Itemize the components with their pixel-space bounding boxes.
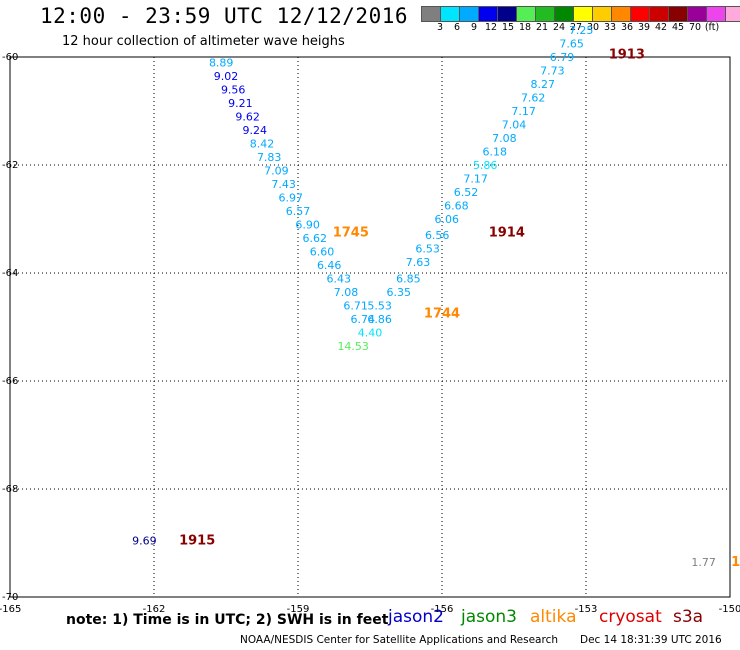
swh-value: 6.74 bbox=[351, 313, 376, 326]
swh-value: 7.43 bbox=[271, 178, 296, 191]
plot-frame bbox=[9, 56, 731, 598]
swh-value: 6.53 bbox=[415, 243, 440, 256]
swh-value: 5.53 bbox=[367, 299, 392, 312]
swh-value: 7.08 bbox=[334, 286, 359, 299]
swh-value: 7.17 bbox=[511, 105, 536, 118]
colorbar-label: 39 bbox=[637, 22, 651, 33]
swh-value: 6.46 bbox=[317, 259, 342, 272]
swh-value: 9.69 bbox=[132, 534, 157, 547]
timestamp: Dec 14 18:31:39 UTC 2016 bbox=[580, 634, 722, 646]
swh-value: 7.73 bbox=[540, 65, 565, 78]
colorbar-label: 6 bbox=[453, 22, 461, 33]
swh-value: 7.63 bbox=[406, 256, 431, 269]
swh-value: 6.18 bbox=[483, 146, 508, 159]
legend-cryosat: cryosat bbox=[599, 607, 662, 627]
colorbar-label: 3 bbox=[436, 22, 444, 33]
colorbar-label: 18 bbox=[518, 22, 532, 33]
colorbar-swatch-16 bbox=[725, 6, 740, 22]
colorbar-label: 15 bbox=[501, 22, 515, 33]
swh-value: 8.42 bbox=[250, 137, 275, 150]
swh-value: 6.62 bbox=[303, 232, 328, 245]
legend-s3a: s3a bbox=[673, 607, 704, 627]
swh-value: 4.40 bbox=[358, 326, 383, 339]
track-time-label: 1913 bbox=[609, 47, 645, 62]
swh-value: 9.21 bbox=[228, 97, 253, 110]
swh-value: 1.77 bbox=[691, 556, 716, 569]
track-time-label: 1915 bbox=[179, 533, 215, 548]
swh-value: 7.62 bbox=[521, 92, 546, 105]
swh-value: 6.52 bbox=[454, 186, 479, 199]
swh-value: 6.06 bbox=[435, 213, 460, 226]
swh-value: 8.27 bbox=[531, 78, 556, 91]
swh-value: 7.04 bbox=[502, 119, 527, 132]
track-time-label: 1745 bbox=[333, 226, 369, 241]
colorbar-label: 42 bbox=[654, 22, 668, 33]
swh-value: 5.86 bbox=[473, 159, 498, 172]
track-time-label: 1744 bbox=[424, 307, 460, 322]
colorbar-label: (ft) bbox=[704, 22, 720, 33]
swh-value: 6.43 bbox=[327, 272, 352, 285]
colorbar-label: 30 bbox=[586, 22, 600, 33]
legend-altika: altika bbox=[530, 607, 577, 627]
colorbar-label: 27 bbox=[569, 22, 583, 33]
swh-value: 7.65 bbox=[559, 38, 584, 51]
y-tick-label: -68 bbox=[2, 484, 18, 495]
swh-value: 6.35 bbox=[387, 286, 412, 299]
track-time-label: 1914 bbox=[489, 226, 525, 241]
x-tick-label: -165 bbox=[0, 604, 21, 615]
colorbar bbox=[421, 6, 740, 22]
swh-value: 6.68 bbox=[444, 200, 469, 213]
colorbar-label: 9 bbox=[470, 22, 478, 33]
credit-line: NOAA/NESDIS Center for Satellite Applica… bbox=[240, 634, 558, 646]
swh-value: 6.97 bbox=[279, 191, 304, 204]
x-tick-label: -162 bbox=[143, 604, 166, 615]
swh-value: 9.56 bbox=[221, 83, 246, 96]
y-tick-label: -66 bbox=[2, 376, 18, 387]
y-tick-label: -64 bbox=[2, 268, 18, 279]
swh-value: 6.56 bbox=[425, 229, 450, 242]
swh-value: 6.90 bbox=[295, 218, 320, 231]
colorbar-label: 70 bbox=[688, 22, 702, 33]
x-tick-label: -159 bbox=[287, 604, 310, 615]
swh-value: 7.25 bbox=[569, 24, 594, 37]
colorbar-label: 24 bbox=[552, 22, 566, 33]
x-tick-label: -153 bbox=[575, 604, 598, 615]
swh-value: 9.02 bbox=[214, 70, 239, 83]
colorbar-label: 33 bbox=[603, 22, 617, 33]
footnote: note: 1) Time is in UTC; 2) SWH is in fe… bbox=[66, 612, 389, 628]
swh-value: 6.57 bbox=[286, 205, 311, 218]
swh-value: 6.79 bbox=[550, 51, 575, 64]
x-tick-label: -156 bbox=[431, 604, 454, 615]
chart-subtitle: 12 hour collection of altimeter wave hei… bbox=[62, 34, 345, 49]
y-tick-label: -62 bbox=[2, 160, 18, 171]
colorbar-labels: 3 6 9 12 15 18 21 24 27 30 33 36 39 42 45 70 (ft) bbox=[422, 22, 732, 36]
chart-title: 12:00 - 23:59 UTC 12/12/2016 bbox=[40, 4, 409, 28]
swh-value: 14.53 bbox=[337, 340, 369, 353]
swh-value: 6.86 bbox=[367, 313, 392, 326]
colorbar-label: 45 bbox=[671, 22, 685, 33]
track-time-label: 1743 bbox=[731, 555, 740, 570]
swh-value: 8.89 bbox=[209, 56, 234, 69]
swh-value: 9.62 bbox=[235, 110, 260, 123]
swh-value: 6.85 bbox=[396, 272, 421, 285]
y-tick-label: -60 bbox=[2, 52, 18, 63]
swh-value: 7.09 bbox=[264, 164, 289, 177]
swh-value: 6.71 bbox=[343, 299, 368, 312]
colorbar-label: 36 bbox=[620, 22, 634, 33]
swh-value: 7.17 bbox=[463, 173, 488, 186]
x-tick-label: -150 bbox=[719, 604, 740, 615]
swh-value: 6.60 bbox=[310, 245, 335, 258]
colorbar-label: 12 bbox=[484, 22, 498, 33]
y-tick-label: -70 bbox=[2, 592, 18, 603]
swh-value: 7.83 bbox=[257, 151, 282, 164]
swh-value: 7.08 bbox=[492, 132, 517, 145]
colorbar-label: 21 bbox=[535, 22, 549, 33]
legend-jason2: jason2 bbox=[388, 607, 444, 627]
swh-value: 9.24 bbox=[243, 124, 268, 137]
legend-jason3: jason3 bbox=[461, 607, 517, 627]
